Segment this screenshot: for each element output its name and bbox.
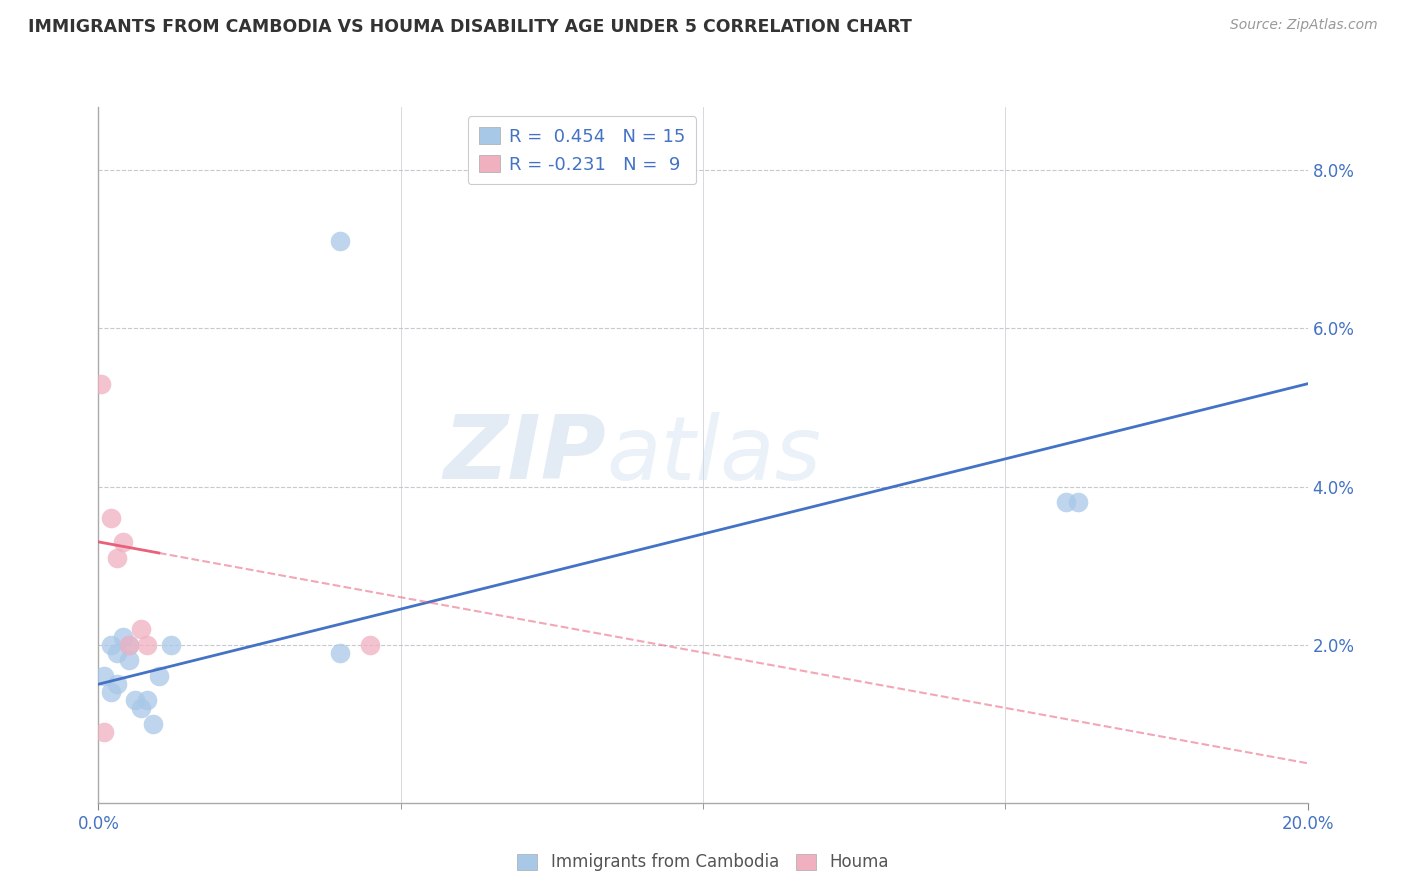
Point — [118, 638, 141, 652]
Point — [105, 550, 128, 565]
Point — [124, 693, 146, 707]
Point — [111, 534, 134, 549]
Point — [1067, 495, 1090, 509]
Text: Source: ZipAtlas.com: Source: ZipAtlas.com — [1230, 18, 1378, 32]
Point — [118, 653, 141, 667]
Point — [142, 716, 165, 731]
Point — [93, 669, 115, 683]
Legend: Immigrants from Cambodia, Houma: Immigrants from Cambodia, Houma — [510, 847, 896, 878]
Point — [135, 693, 157, 707]
Point — [1054, 495, 1077, 509]
Text: ZIP: ZIP — [443, 411, 606, 499]
Point — [148, 669, 170, 683]
Text: IMMIGRANTS FROM CAMBODIA VS HOUMA DISABILITY AGE UNDER 5 CORRELATION CHART: IMMIGRANTS FROM CAMBODIA VS HOUMA DISABI… — [28, 18, 912, 36]
Point — [160, 638, 183, 652]
Point — [100, 638, 122, 652]
Point — [90, 376, 112, 391]
Text: atlas: atlas — [606, 412, 821, 498]
Point — [129, 622, 152, 636]
Point — [93, 724, 115, 739]
Point — [360, 638, 382, 652]
Point — [111, 630, 134, 644]
Point — [118, 638, 141, 652]
Point — [105, 646, 128, 660]
Point — [329, 646, 352, 660]
Point — [105, 677, 128, 691]
Point — [129, 701, 152, 715]
Point — [135, 638, 157, 652]
Point — [100, 685, 122, 699]
Point — [100, 511, 122, 525]
Point — [329, 235, 352, 249]
